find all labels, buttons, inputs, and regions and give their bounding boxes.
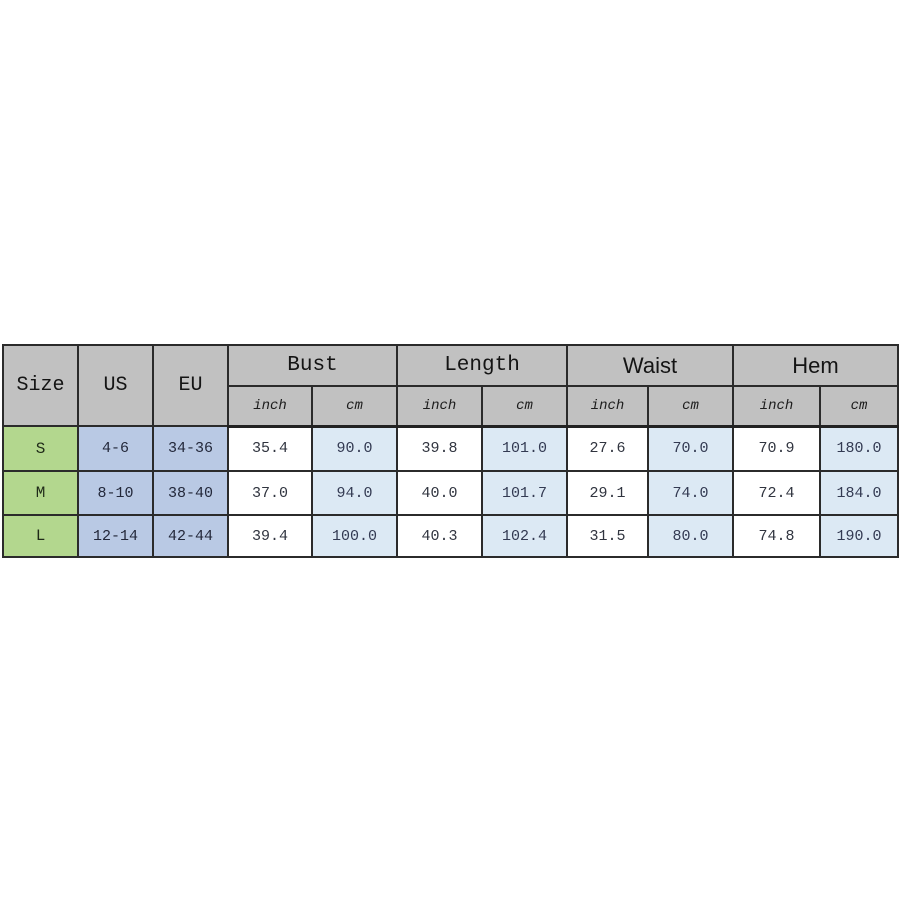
size-label-cell: S	[2, 425, 79, 472]
unit-header-waist-cm: cm	[647, 385, 735, 428]
header-eu: EU	[152, 344, 229, 427]
waist-cm-cell: 70.0	[647, 425, 735, 472]
unit-header-length-inch: inch	[396, 385, 484, 428]
waist-inch-cell: 29.1	[566, 470, 650, 516]
size-label-cell: L	[2, 514, 79, 558]
hem-inch-cell: 74.8	[732, 514, 822, 558]
table-row-size-s: S 4-6 34-36 35.4 90.0 39.8 101.0 27.6 70…	[2, 425, 900, 472]
table-row-size-m: M 8-10 38-40 37.0 94.0 40.0 101.7 29.1 7…	[2, 470, 900, 516]
hem-inch-cell: 72.4	[732, 470, 822, 516]
group-header-row: Size US EU Bust Length Waist Hem	[2, 344, 900, 427]
header-group-hem: Hem	[732, 344, 900, 387]
unit-header-hem-cm: cm	[819, 385, 900, 428]
header-group-length: Length	[396, 344, 569, 387]
unit-header-length-cm: cm	[481, 385, 569, 428]
table-row-size-l: L 12-14 42-44 39.4 100.0 40.3 102.4 31.5…	[2, 514, 900, 558]
bust-inch-cell: 37.0	[227, 470, 313, 516]
length-inch-cell: 39.8	[396, 425, 484, 472]
hem-cm-cell: 190.0	[819, 514, 900, 558]
waist-cm-cell: 74.0	[647, 470, 735, 516]
size-chart-table: Size US EU Bust Length Waist Hem inch cm…	[2, 344, 900, 558]
hem-cm-cell: 180.0	[819, 425, 900, 472]
us-size-cell: 12-14	[77, 514, 154, 558]
bust-cm-cell: 90.0	[310, 425, 399, 472]
bust-inch-cell: 35.4	[227, 425, 313, 472]
length-cm-cell: 101.7	[481, 470, 569, 516]
length-cm-cell: 101.0	[481, 425, 569, 472]
bust-cm-cell: 94.0	[310, 470, 399, 516]
unit-header-row: inch cm inch cm inch cm inch cm	[3, 385, 900, 428]
waist-inch-cell: 31.5	[566, 514, 650, 558]
unit-header-bust-cm: cm	[310, 385, 399, 428]
eu-size-cell: 34-36	[152, 425, 229, 472]
length-cm-cell: 102.4	[481, 514, 569, 558]
waist-inch-cell: 27.6	[566, 425, 650, 472]
hem-inch-cell: 70.9	[732, 425, 822, 472]
unit-header-waist-inch: inch	[566, 385, 650, 428]
hem-cm-cell: 184.0	[819, 470, 900, 516]
header-group-bust: Bust	[226, 344, 399, 387]
length-inch-cell: 40.3	[396, 514, 484, 558]
header-size: Size	[2, 344, 79, 427]
header-us: US	[77, 344, 154, 427]
length-inch-cell: 40.0	[396, 470, 484, 516]
bust-cm-cell: 100.0	[310, 514, 399, 558]
size-chart-container: Size US EU Bust Length Waist Hem inch cm…	[2, 344, 900, 558]
unit-header-hem-inch: inch	[732, 385, 822, 428]
waist-cm-cell: 80.0	[647, 514, 735, 558]
us-size-cell: 8-10	[77, 470, 154, 516]
eu-size-cell: 38-40	[152, 470, 229, 516]
us-size-cell: 4-6	[77, 425, 154, 472]
size-label-cell: M	[2, 470, 79, 516]
bust-inch-cell: 39.4	[227, 514, 313, 558]
eu-size-cell: 42-44	[152, 514, 229, 558]
unit-header-bust-inch: inch	[227, 385, 313, 428]
header-group-waist: Waist	[566, 344, 735, 387]
